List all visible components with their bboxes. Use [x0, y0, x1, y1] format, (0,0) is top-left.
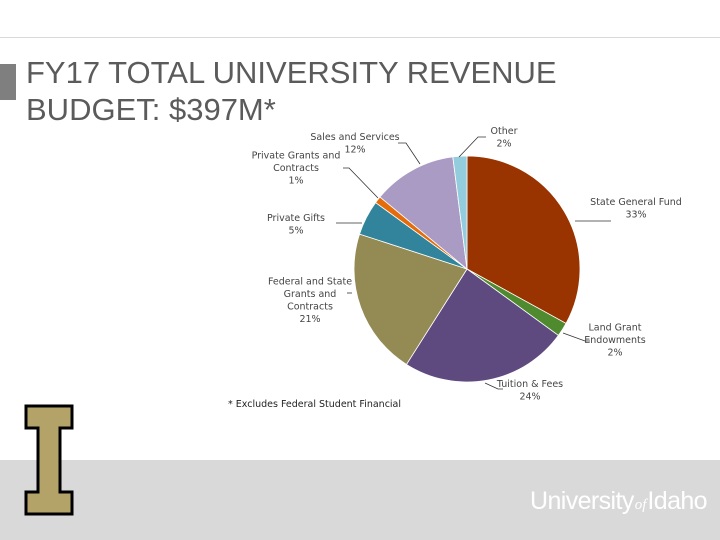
title-line-1: FY17 TOTAL UNIVERSITY REVENUE — [26, 55, 557, 90]
top-divider — [0, 37, 720, 38]
slice-name: State General Fund — [590, 197, 682, 208]
slice-percent: 24% — [519, 391, 540, 402]
wordmark-of: of — [634, 497, 647, 513]
slice-name: Tuition & Fees — [496, 379, 563, 390]
pie-slice-sales-and-services — [379, 156, 468, 270]
slide-title: FY17 TOTAL UNIVERSITY REVENUE BUDGET: $3… — [26, 54, 706, 128]
slice-label: Sales and Services 12% — [310, 132, 399, 156]
title-line-2: BUDGET: $397M* — [26, 92, 276, 127]
slice-name: Endowments — [584, 335, 645, 346]
pie-labels: State General Fund 33% Land Grant Endowment… — [252, 126, 682, 403]
footer-band — [0, 460, 720, 540]
slice-label: State General Fund 33% — [590, 197, 682, 221]
pie-slice-state-general-fund — [466, 155, 581, 324]
slice-percent: 5% — [288, 225, 303, 236]
slice-name: Other — [491, 126, 518, 137]
slice-name: Federal and State — [268, 276, 352, 287]
slice-label: Federal and State Grants and Contracts 21% — [268, 276, 352, 325]
slice-name: Private Gifts — [267, 213, 325, 224]
idaho-i-logo: I — [24, 404, 74, 516]
leader-line — [562, 332, 590, 342]
slice-label: Other 2% — [491, 126, 518, 150]
pie-slices — [353, 155, 581, 383]
slice-percent: 1% — [288, 176, 303, 187]
slice-percent: 2% — [496, 138, 511, 149]
pie-slice-tuition-fees — [405, 268, 559, 383]
slice-percent: 2% — [607, 348, 622, 359]
slice-name: Grants and — [284, 289, 337, 300]
slice-label: Land Grant Endowments 2% — [584, 323, 645, 359]
footnote: * Excludes Federal Student Financial — [228, 399, 401, 410]
wordmark-idaho: Idaho — [647, 487, 707, 515]
slice-name: Sales and Services — [310, 132, 399, 143]
slice-percent: 21% — [299, 314, 320, 325]
slice-label: Tuition & Fees 24% — [496, 379, 563, 403]
slice-label: Private Gifts 5% — [267, 213, 325, 237]
leader-line — [484, 382, 503, 390]
leader-line — [343, 167, 379, 199]
slice-name: Land Grant — [588, 323, 641, 334]
university-of-idaho-wordmark: UniversityofIdaho — [530, 486, 708, 520]
pie-slice-federal-and-state-grants-and-contracts — [353, 233, 468, 365]
wordmark-university: University — [530, 487, 634, 515]
slice-name: Private Grants and — [252, 151, 341, 162]
title-accent-bar — [0, 64, 16, 100]
slice-label: Private Grants and Contracts 1% — [252, 151, 341, 187]
slice-name: Contracts — [287, 301, 333, 312]
slice-name: Contracts — [273, 163, 319, 174]
slice-percent: 33% — [625, 209, 646, 220]
leader-line — [458, 136, 486, 158]
slice-percent: 12% — [344, 144, 365, 155]
leader-line — [398, 142, 421, 165]
